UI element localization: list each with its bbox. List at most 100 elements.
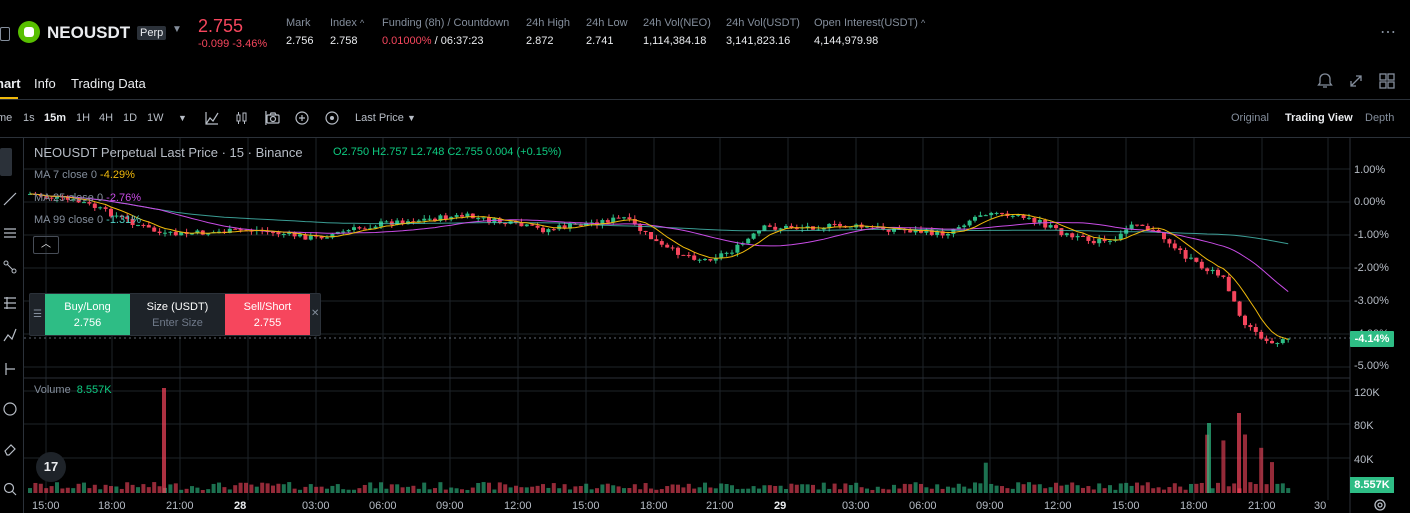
replay-icon[interactable] [325,111,339,125]
stat-label[interactable]: Open Interest(USDT) ^ [814,17,926,29]
tab-trading-data[interactable]: Trading Data [71,76,146,91]
crosshair-tool-icon[interactable] [0,148,12,176]
interval-4h[interactable]: 4H [99,112,114,124]
size-input[interactable]: Size (USDT) Enter Size [130,294,225,335]
indicator-icon[interactable] [205,111,219,125]
ma99-legend[interactable]: MA 99 close 0 -1.31% [34,214,142,226]
interval-dropdown-icon[interactable]: ▼ [178,113,187,123]
candle-body [487,217,491,223]
time-button[interactable]: me [0,112,13,124]
volume-bar [1207,423,1211,493]
candle-body [1172,243,1177,249]
candle-body [422,218,427,221]
symbol-name[interactable]: NEOUSDT [47,23,131,42]
volume-bar [281,484,286,493]
time-axis-label: 09:00 [976,500,1004,512]
volume-bar [28,488,32,493]
expand-icon[interactable] [1347,72,1365,90]
gear-icon[interactable] [1372,497,1388,513]
path-tool-icon[interactable] [3,260,17,274]
view-trading-view[interactable]: Trading View [1285,112,1353,124]
candle-body [1205,268,1210,272]
volume-bar [168,484,173,493]
candle-body [989,212,994,216]
candle-body [724,252,729,254]
close-icon[interactable]: ✕ [311,308,320,319]
buy-long-button[interactable]: Buy/Long 2.756 [45,294,130,335]
candle-type-icon[interactable] [235,111,249,125]
volume-bar [1216,482,1220,493]
candle-body [1059,228,1064,236]
current-volume-badge: 8.557K [1350,477,1394,493]
volume-bar [1054,482,1058,493]
sidebar-toggle-icon[interactable] [0,27,10,41]
volume-bar [389,484,394,493]
measure-tool-icon[interactable] [3,362,17,376]
interval-15m[interactable]: 15m [44,112,67,124]
drag-handle-icon[interactable]: ☰ [33,309,42,320]
ma25-legend[interactable]: MA 25 close 0 -2.76% [34,192,142,204]
volume-bar [908,484,913,493]
volume-bar [557,488,562,493]
tradingview-logo[interactable]: 17 [36,452,66,482]
pattern-tool-icon[interactable] [3,328,17,342]
volume-bar [173,483,178,493]
volume-bar [913,482,918,493]
interval-1h[interactable]: 1H [76,112,91,124]
candle-body [303,234,308,240]
layout-grid-icon[interactable] [1378,72,1396,90]
time-axis-label: 30 [1314,500,1327,512]
zoom-icon[interactable] [3,482,17,496]
more-options-icon[interactable]: ⋯ [1380,24,1396,41]
camera-icon[interactable] [266,111,280,125]
buy-label: Buy/Long [64,301,111,313]
candle-body [276,232,281,235]
ma7-legend[interactable]: MA 7 close 0 -4.29% [34,169,135,181]
stat-label[interactable]: Index ^ [330,17,365,29]
horizontal-lines-icon[interactable] [3,226,17,240]
candle-body [638,224,643,231]
volume-bar [314,486,319,493]
chart-toolbar: me 1s 15m 1H 4H 1D 1W ▼ | Last Price ▼ O… [0,100,1410,138]
volume-bar [956,483,961,493]
add-indicator-icon[interactable] [295,111,309,125]
interval-1s[interactable]: 1s [23,112,35,124]
volume-bar [568,489,572,493]
candle-body [692,255,697,260]
volume-bar [195,487,200,493]
time-axis-label: 03:00 [842,500,870,512]
fib-tool-icon[interactable] [3,296,17,310]
time-axis-label: 15:00 [1112,500,1140,512]
trend-line-icon[interactable] [3,192,17,206]
stat-index: Index ^ 2.758 [330,17,364,47]
volume-bar [476,483,481,493]
price-type-dropdown[interactable]: Last Price ▼ [355,112,416,124]
volume-bar [740,488,745,493]
tab-info[interactable]: Info [34,76,56,91]
candle-body [292,232,297,237]
chevron-up-icon[interactable]: ︿ [33,236,59,254]
symbol-dropdown-icon[interactable]: ▼ [172,24,182,35]
eraser-icon[interactable] [3,442,17,456]
volume-bar [38,483,43,493]
stat-value: 2.756 [286,35,314,47]
volume-bar [103,484,108,493]
view-original[interactable]: Original [1231,112,1269,124]
time-axis-label: 15:00 [572,500,600,512]
candle-body [281,233,286,235]
size-label: Size (USDT) [146,301,209,313]
view-depth[interactable]: Depth [1365,112,1395,124]
sell-short-button[interactable]: Sell/Short 2.755 [225,294,310,335]
volume-value: 8.557K [76,384,112,396]
candle-body [838,223,842,226]
candle-body [1070,233,1075,238]
bell-icon[interactable] [1316,72,1334,90]
buy-price: 2.756 [73,317,102,329]
stat-24h-vol-usdt: 24h Vol(USDT) 3,141,823.16 [726,17,800,47]
interval-1d[interactable]: 1D [123,112,138,124]
candle-body [1010,215,1015,217]
tab-chart[interactable]: hart [0,76,21,91]
emoji-tool-icon[interactable] [3,402,17,416]
interval-1w[interactable]: 1W [147,112,164,124]
price-chart[interactable] [24,138,1410,513]
